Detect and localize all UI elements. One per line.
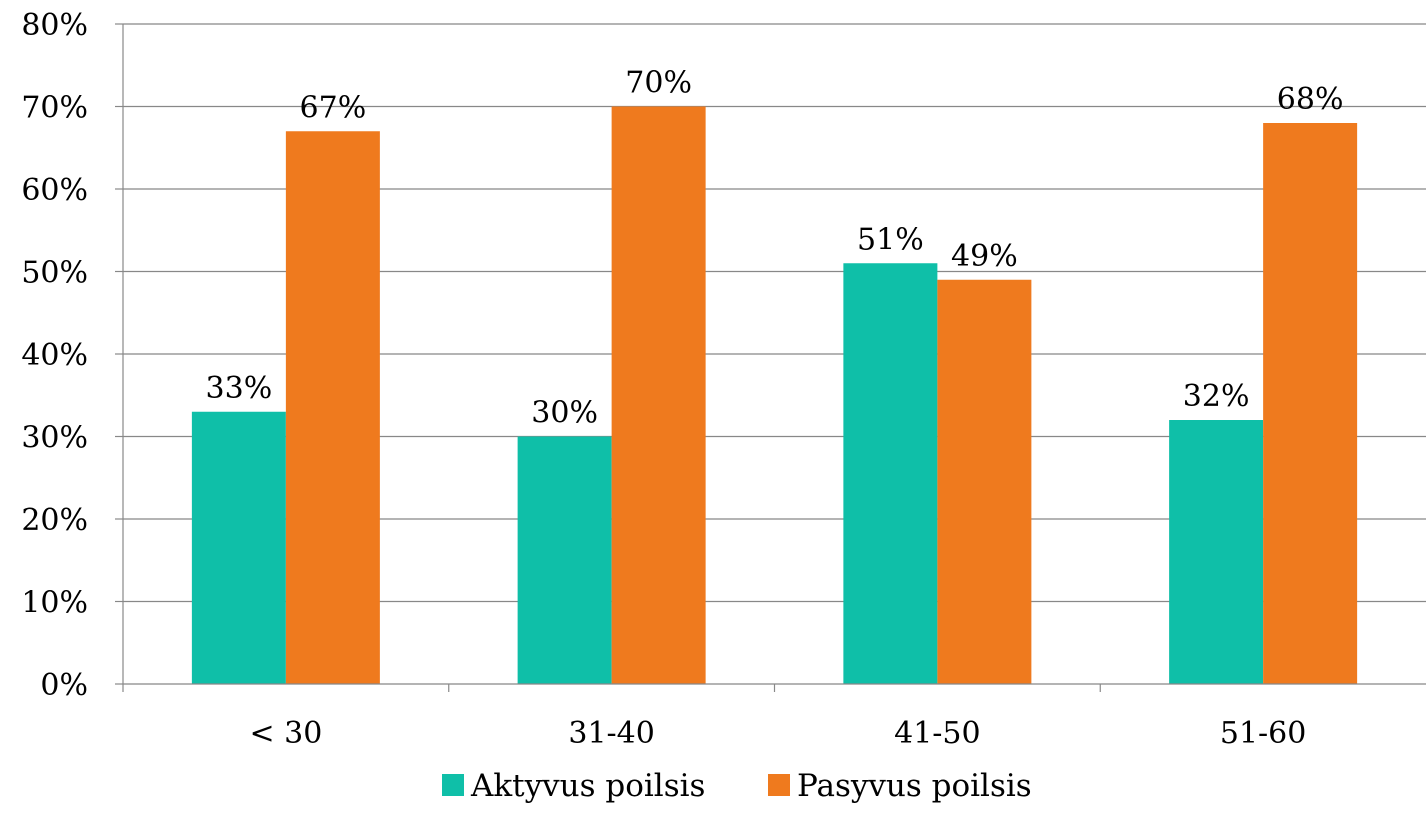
- y-tick-label: 30%: [21, 421, 88, 456]
- legend-label: Pasyvus poilsis: [797, 768, 1032, 804]
- data-labels: 33% 67% 30% 70% 51% 49% 32% 68%: [206, 66, 1344, 431]
- y-tick-label: 0%: [40, 668, 88, 703]
- axes: [122, 24, 1426, 692]
- y-axis-tick-labels: 0% 10% 20% 30% 40% 50% 60% 70% 80%: [21, 8, 88, 703]
- bar: [843, 263, 938, 684]
- bar: [1263, 123, 1358, 684]
- x-tick-label: 31-40: [568, 716, 654, 751]
- data-label: 49%: [951, 239, 1018, 274]
- data-label: 51%: [857, 222, 924, 257]
- data-label: 32%: [1183, 379, 1250, 414]
- x-axis-tick-labels: < 30 31-40 41-50 51-60: [249, 716, 1306, 751]
- bar: [611, 106, 706, 684]
- legend-swatch: [442, 774, 464, 796]
- bar: [191, 411, 286, 684]
- bar: [937, 279, 1032, 684]
- data-label: 68%: [1277, 82, 1344, 117]
- data-label: 33%: [206, 371, 273, 406]
- legend-label: Aktyvus poilsis: [470, 768, 705, 804]
- y-tick-label: 80%: [21, 8, 88, 43]
- data-label: 70%: [625, 66, 692, 101]
- x-tick-label: 51-60: [1220, 716, 1306, 751]
- legend: Aktyvus poilsis Pasyvus poilsis: [442, 768, 1032, 804]
- bars: [191, 106, 1358, 684]
- y-tick-label: 50%: [21, 256, 88, 291]
- y-tick-label: 20%: [21, 503, 88, 538]
- bar: [1169, 420, 1264, 684]
- x-tick-label: < 30: [249, 716, 322, 751]
- data-label: 67%: [300, 90, 367, 125]
- bar: [285, 131, 380, 684]
- x-tick-label: 41-50: [894, 716, 980, 751]
- y-tick-label: 10%: [21, 586, 88, 621]
- data-label: 30%: [531, 396, 598, 431]
- y-tick-label: 70%: [21, 91, 88, 126]
- y-tick-label: 40%: [21, 338, 88, 373]
- bar: [517, 436, 612, 684]
- legend-swatch: [768, 774, 790, 796]
- y-tick-label: 60%: [21, 173, 88, 208]
